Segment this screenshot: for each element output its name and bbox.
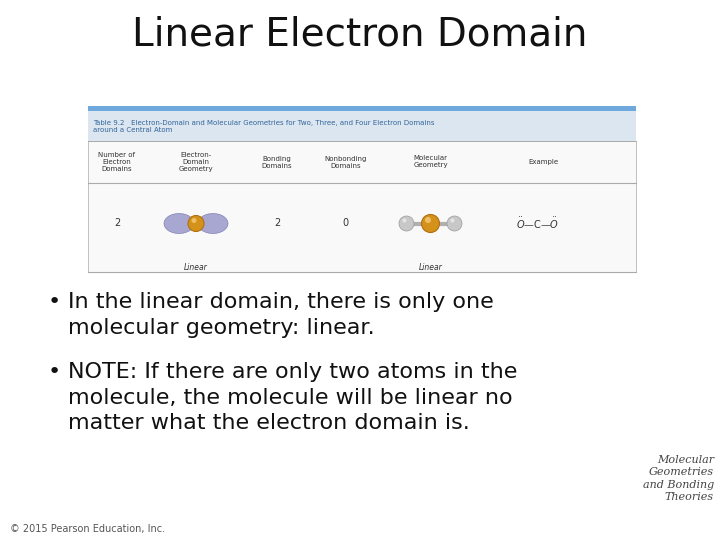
Text: Molecular
Geometries
and Bonding
Theories: Molecular Geometries and Bonding Theorie… (643, 455, 714, 502)
Text: $\ddot{O}$—C—$\ddot{O}$: $\ddot{O}$—C—$\ddot{O}$ (516, 216, 559, 231)
Text: Linear: Linear (418, 262, 442, 272)
FancyBboxPatch shape (88, 111, 636, 141)
Circle shape (188, 215, 204, 232)
Text: Bonding
Domains: Bonding Domains (261, 156, 292, 168)
Circle shape (399, 216, 414, 231)
Text: 2: 2 (274, 218, 280, 227)
Circle shape (425, 217, 431, 223)
Text: Electron-
Domain
Geometry: Electron- Domain Geometry (179, 152, 213, 172)
Text: © 2015 Pearson Education, Inc.: © 2015 Pearson Education, Inc. (10, 524, 165, 534)
Text: 0: 0 (343, 218, 348, 227)
Text: •: • (48, 362, 61, 382)
Circle shape (447, 216, 462, 231)
Text: Number of
Electron
Domains: Number of Electron Domains (99, 152, 135, 172)
Text: Nonbonding
Domains: Nonbonding Domains (324, 156, 366, 168)
Text: Example: Example (528, 159, 558, 165)
Text: Linear: Linear (184, 262, 208, 272)
Text: 2: 2 (114, 218, 120, 227)
Text: •: • (48, 292, 61, 312)
Text: In the linear domain, there is only one
molecular geometry: linear.: In the linear domain, there is only one … (68, 292, 494, 338)
FancyBboxPatch shape (88, 141, 636, 272)
FancyBboxPatch shape (88, 106, 636, 111)
Text: Table 9.2   Electron-Domain and Molecular Geometries for Two, Three, and Four El: Table 9.2 Electron-Domain and Molecular … (93, 119, 434, 132)
Text: Molecular
Geometry: Molecular Geometry (413, 156, 448, 168)
Circle shape (451, 219, 454, 222)
Circle shape (402, 219, 407, 222)
Text: Linear Electron Domain: Linear Electron Domain (132, 16, 588, 54)
Ellipse shape (164, 213, 194, 233)
Ellipse shape (198, 213, 228, 233)
Circle shape (192, 218, 197, 223)
Circle shape (421, 214, 439, 233)
Text: NOTE: If there are only two atoms in the
molecule, the molecule will be linear n: NOTE: If there are only two atoms in the… (68, 362, 518, 433)
